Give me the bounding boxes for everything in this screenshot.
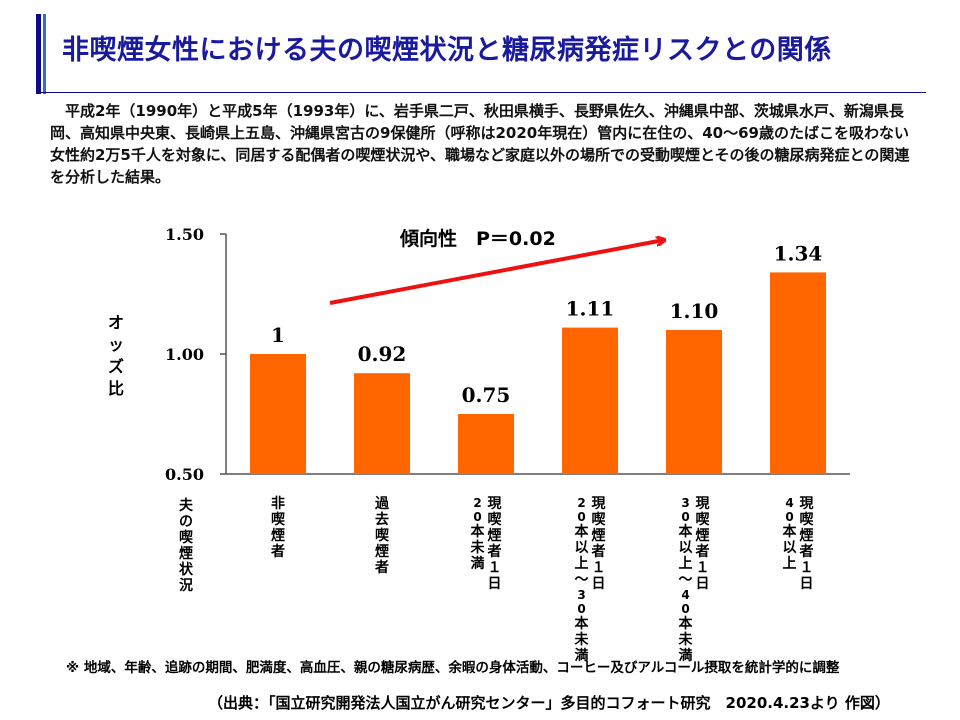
x-tick-label: 現喫煙者１日3 0 本以上～ 4 0 本未満 — [679, 496, 711, 664]
title-accent-bar-light — [43, 14, 46, 94]
bar — [666, 330, 722, 474]
title-accent-bar — [36, 14, 41, 94]
x-tick-label: 現喫煙者１日4 0 本以上 — [783, 496, 815, 592]
source-citation: （出典：「国立研究開発法人国立がん研究センター」多目的コフォート研究 2020.… — [208, 694, 890, 712]
x-axis-label: 夫の喫煙状況 — [179, 497, 194, 594]
bar — [562, 327, 618, 474]
bar — [458, 414, 514, 474]
page-title: 非喫煙女性における夫の喫煙状況と糖尿病発症リスクとの関係 — [62, 35, 832, 66]
y-tick-label: 0.50 — [165, 465, 204, 484]
y-tick-label: 1.00 — [165, 345, 204, 364]
trend-annotation: 傾向性 P＝0.02 — [399, 227, 556, 250]
bar-value-label: 1.10 — [670, 299, 719, 323]
title-underline — [36, 92, 926, 93]
adjustment-footnote: ※ 地域、年齢、追跡の期間、肥満度、高血圧、親の糖尿病歴、余暇の身体活動、コーヒ… — [66, 660, 840, 676]
x-tick-label: 現喫煙者１日2 0 本未満 — [471, 496, 503, 592]
bar-value-label: 1.11 — [566, 297, 615, 321]
x-tick-label: 非喫煙者 — [271, 495, 286, 560]
bar-value-label: 1 — [271, 323, 285, 347]
bar-value-label: 1.34 — [774, 241, 823, 265]
bar — [354, 373, 410, 474]
study-description-text: 平成2年（1990年）と平成5年（1993年）に、岩手県二戸、秋田県横手、長野県… — [50, 102, 910, 186]
bar — [770, 272, 826, 474]
trend-arrow — [329, 240, 664, 305]
y-tick-label: 1.50 — [165, 225, 204, 244]
bar-value-label: 0.92 — [358, 342, 407, 366]
bar-value-label: 0.75 — [462, 383, 511, 407]
study-description: 平成2年（1990年）と平成5年（1993年）に、岩手県二戸、秋田県横手、長野県… — [50, 100, 922, 188]
x-tick-label: 現喫煙者１日2 0 本以上～ 3 0 本未満 — [575, 496, 607, 664]
bar — [250, 354, 306, 474]
x-tick-label: 過去喫煙者 — [374, 496, 390, 576]
y-axis-label: オッズ比 — [108, 313, 124, 398]
